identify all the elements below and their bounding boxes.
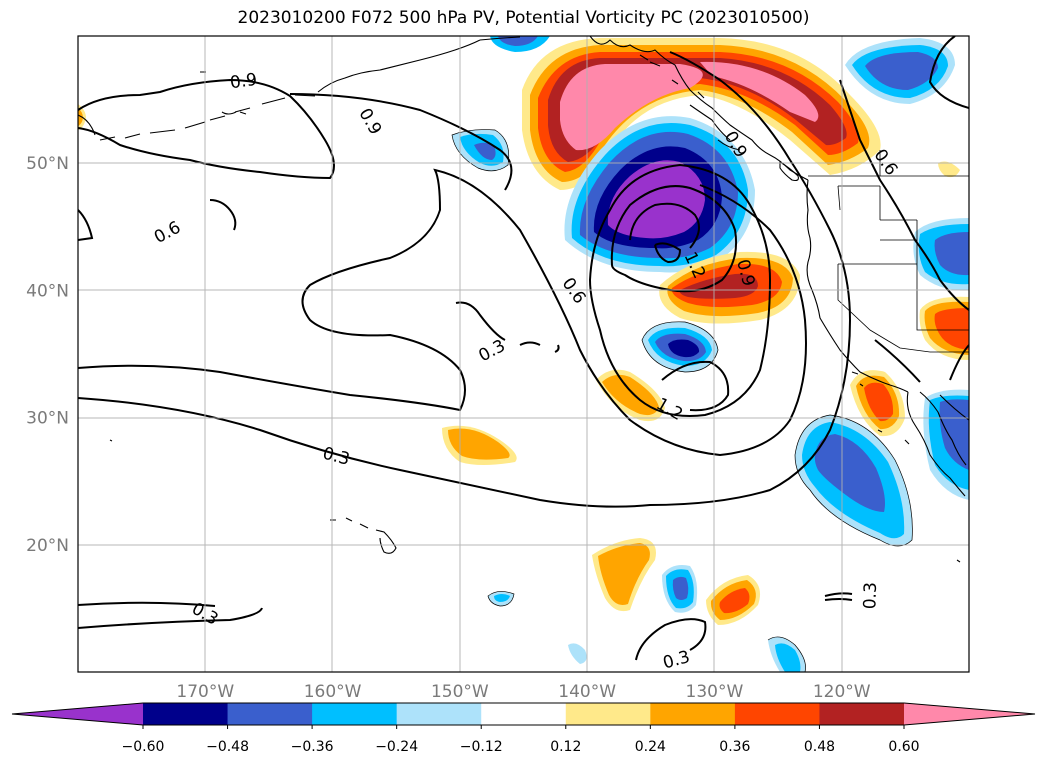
longitude-labels: 170°W 160°W 150°W 140°W 130°W 120°W bbox=[176, 682, 870, 702]
longitude-tick-label: 170°W bbox=[176, 682, 234, 702]
contour-labels: 0.90.90.60.60.30.30.30.30.31.21.20.90.60… bbox=[151, 70, 901, 672]
contour-label: 0.3 bbox=[661, 647, 692, 672]
pv-negative-region bbox=[668, 339, 700, 358]
colorbar-tick-label: 0.48 bbox=[804, 739, 835, 755]
contour-label: 0.9 bbox=[229, 70, 259, 94]
contour-label-text: 0.6 bbox=[558, 274, 590, 308]
pv-positive-region bbox=[560, 64, 703, 151]
latitude-tick-label: 30°N bbox=[26, 409, 69, 429]
pv-positive-region bbox=[448, 428, 510, 460]
pv-positive-region bbox=[934, 308, 969, 350]
contour-label: 0.3 bbox=[476, 336, 509, 366]
pv-positive-region bbox=[598, 543, 650, 605]
colorbar-tick-label: −0.48 bbox=[206, 739, 249, 755]
pv-negative-region bbox=[775, 643, 801, 672]
contour-label: 0.3 bbox=[320, 444, 351, 470]
pv-negative-region bbox=[939, 399, 969, 470]
contour-label-text: 0.6 bbox=[151, 218, 184, 248]
pv-positive-region bbox=[719, 588, 750, 614]
pv-positive-region bbox=[602, 374, 659, 416]
colorbar-tick-label: 0.60 bbox=[888, 739, 919, 755]
gridlines bbox=[78, 36, 969, 672]
pv-negative-region bbox=[494, 594, 510, 602]
colorbar-extend-min bbox=[12, 703, 143, 725]
longitude-tick-label: 120°W bbox=[813, 682, 871, 702]
colorbar-tick-label: 0.12 bbox=[550, 739, 581, 755]
pv-contours bbox=[78, 36, 969, 661]
pv-negative-region bbox=[474, 142, 496, 160]
pv-negative-region bbox=[934, 232, 969, 276]
colorbar-tick-label: −0.24 bbox=[375, 739, 418, 755]
longitude-tick-label: 160°W bbox=[304, 682, 362, 702]
colorbar-tick-label: −0.60 bbox=[122, 739, 165, 755]
colorbar-segment bbox=[312, 703, 398, 725]
colorbar-tick-label: 0.24 bbox=[635, 739, 666, 755]
colorbar-segment bbox=[819, 703, 905, 725]
colorbar-segment bbox=[565, 703, 651, 725]
pv-positive-region bbox=[679, 273, 758, 299]
contour-label: 0.3 bbox=[860, 582, 881, 610]
contour-label-text: 0.9 bbox=[354, 105, 385, 138]
contour-label-text: 0.9 bbox=[229, 70, 259, 94]
colorbar-tick-label: −0.36 bbox=[291, 739, 334, 755]
colorbar-segment bbox=[481, 703, 567, 725]
colorbar-segment bbox=[143, 703, 229, 725]
pv-positive-region bbox=[78, 108, 83, 126]
pv-negative-region bbox=[672, 576, 689, 600]
longitude-tick-label: 130°W bbox=[686, 682, 744, 702]
colorbar-segment bbox=[227, 703, 313, 725]
map-frame bbox=[77, 35, 970, 673]
pv-shading-edges bbox=[451, 129, 913, 672]
contour-label-text: 0.3 bbox=[860, 582, 881, 610]
longitude-tick-label: 140°W bbox=[558, 682, 616, 702]
colorbar-extend-max bbox=[904, 703, 1035, 725]
pv-negative-region bbox=[814, 434, 885, 512]
pv-negative-region bbox=[607, 160, 705, 239]
pv-positive-region bbox=[864, 382, 894, 422]
contour-label: 0.3 bbox=[188, 599, 221, 630]
latitude-tick-label: 50°N bbox=[26, 154, 69, 174]
pv-positive-region bbox=[700, 61, 819, 122]
colorbar-segment bbox=[734, 703, 820, 725]
colorbar-segment bbox=[650, 703, 736, 725]
pv-negative-region bbox=[498, 36, 538, 46]
coastlines bbox=[78, 36, 969, 563]
pv-negative-region bbox=[865, 52, 938, 90]
colorbar-tick-label: −0.12 bbox=[460, 739, 503, 755]
longitude-tick-label: 150°W bbox=[431, 682, 489, 702]
contour-label: 0.9 bbox=[354, 105, 385, 138]
pv-negative-region bbox=[568, 643, 587, 664]
map-title: 2023010200 F072 500 hPa PV, Potential Vo… bbox=[237, 8, 810, 28]
latitude-tick-label: 40°N bbox=[26, 281, 69, 301]
contour-label: 0.6 bbox=[151, 218, 184, 248]
colorbar: −0.60 −0.48 −0.36 −0.24 −0.12 0.12 0.24 0.36 0.4… bbox=[11, 702, 1036, 755]
colorbar-tick-label: 0.36 bbox=[719, 739, 750, 755]
pv-positive-region bbox=[938, 161, 960, 178]
pv-shading bbox=[78, 36, 969, 672]
colorbar-segment bbox=[396, 703, 482, 725]
latitude-tick-label: 20°N bbox=[26, 536, 69, 556]
latitude-labels: 50°N 40°N 30°N 20°N bbox=[26, 154, 69, 556]
